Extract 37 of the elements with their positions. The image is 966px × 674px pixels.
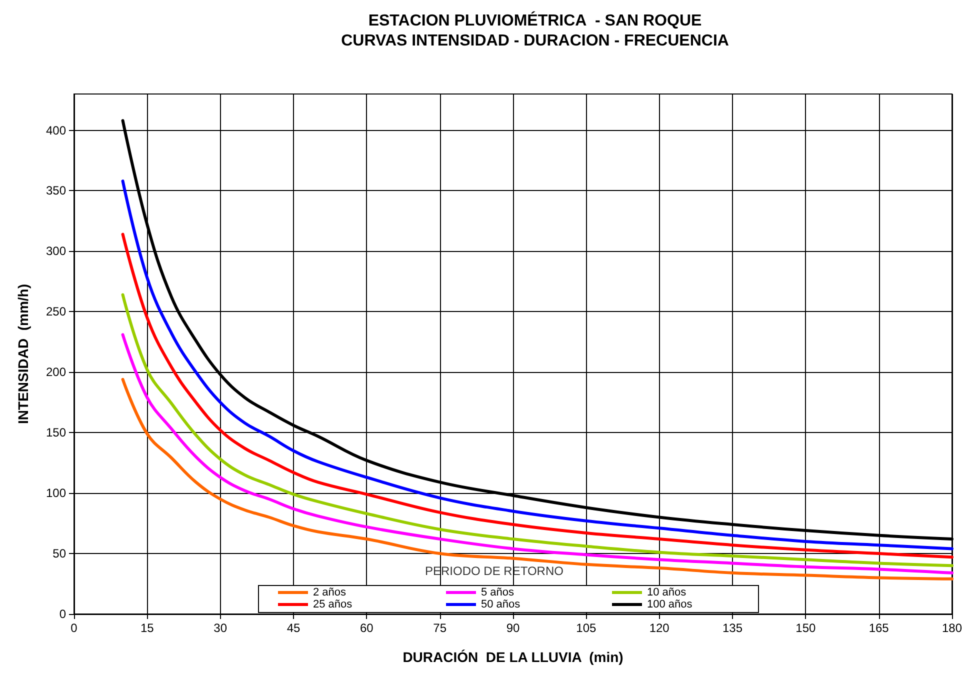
x-axis-title: DURACIÓN DE LA LLUVIA (min) xyxy=(402,649,624,665)
x-tick-label: 75 xyxy=(433,621,447,635)
x-tick-label: 165 xyxy=(868,621,890,635)
x-tick-label: 180 xyxy=(942,621,962,635)
y-tick-label: 300 xyxy=(46,244,66,258)
y-tick-label: 350 xyxy=(46,184,66,198)
line-series xyxy=(121,378,954,580)
y-tick-label: 50 xyxy=(52,546,66,561)
x-tick-label: 45 xyxy=(286,621,300,635)
x-tick-label: 135 xyxy=(722,621,743,635)
legend-label: 100 años xyxy=(647,598,693,610)
line-series xyxy=(121,180,954,550)
chart-title: ESTACION PLUVIOMÉTRICA - SAN ROQUE xyxy=(368,10,702,30)
y-tick-label: 100 xyxy=(46,486,66,500)
legend-label: 2 años xyxy=(313,586,347,598)
legend-label: 25 años xyxy=(313,598,353,610)
x-tick-label: 90 xyxy=(506,621,520,635)
line-series xyxy=(121,333,954,574)
x-tick-label: 120 xyxy=(649,621,670,635)
y-axis-title: INTENSIDAD (mm/h) xyxy=(15,284,31,424)
x-tick-label: 60 xyxy=(360,621,374,635)
legend-label: 10 años xyxy=(647,586,687,598)
y-tick-label: 400 xyxy=(46,123,66,138)
x-tick-label: 0 xyxy=(70,621,78,635)
legend-label: 5 años xyxy=(481,586,515,598)
line-series xyxy=(121,293,954,568)
y-tick-label: 0 xyxy=(59,607,66,621)
y-tick-label: 200 xyxy=(46,365,66,380)
y-tick-label: 250 xyxy=(46,304,66,319)
x-tick-label: 15 xyxy=(140,621,154,635)
chart-subtitle: CURVAS INTENSIDAD - DURACION - FRECUENCIA xyxy=(341,32,730,50)
x-tick-label: 150 xyxy=(796,621,816,635)
y-tick-label: 150 xyxy=(46,426,66,440)
x-tick-label: 105 xyxy=(576,621,596,635)
legend-label: 50 años xyxy=(481,598,521,610)
x-tick-label: 30 xyxy=(214,621,228,635)
line-series xyxy=(121,232,954,559)
